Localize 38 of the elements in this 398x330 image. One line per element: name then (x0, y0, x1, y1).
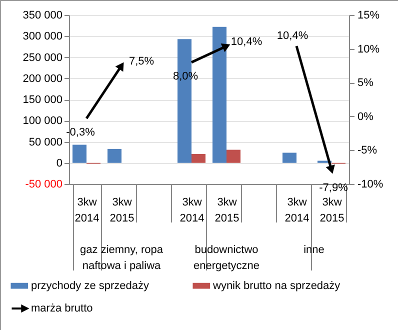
bar (282, 152, 296, 163)
data-label: -0,3% (66, 126, 96, 138)
x-tick-label: 3kw 2015 (110, 196, 134, 224)
data-label: 10,4% (276, 30, 308, 42)
y2-tick-label: 0% (358, 110, 374, 123)
bar (72, 144, 86, 163)
y-tick-label: -50 000 (25, 178, 62, 190)
y-tick-label: 100 000 (22, 115, 62, 128)
y2-tick-label: 5% (358, 77, 374, 90)
data-label: 10,4% (230, 36, 262, 48)
text: gaz ziemny, ropa naftowa i paliwa (80, 244, 164, 272)
x-tick-label: 3kw 2014 (180, 196, 204, 224)
y2-tick-label: -5% (358, 144, 378, 157)
x-tick-label: 3kw 2014 (284, 196, 310, 224)
y-tick-label: 300 000 (22, 30, 62, 43)
y-tick-label: 350 000 (22, 10, 62, 22)
bar (226, 150, 240, 163)
y-tick-label: 150 000 (22, 94, 62, 106)
data-label: 7,5% (128, 56, 154, 68)
legend-label: marża brutto (31, 302, 93, 314)
y-tick-label: 250 000 (22, 52, 62, 64)
text: inne (304, 244, 324, 256)
y-tick-label: 200 000 (22, 72, 62, 85)
y-tick-label: 0 (56, 157, 62, 170)
data-label: -7,9% (319, 182, 348, 194)
y2-tick-label: 15% (358, 10, 380, 22)
x-tick-label: 3kw 2015 (214, 196, 240, 224)
bar (192, 154, 206, 163)
y2-tick-label: 10% (358, 43, 380, 56)
legend-label: przychody ze sprzedaży (31, 280, 150, 292)
legend-label: wynik brutto na sprzedaży (212, 280, 341, 292)
x-tick-label: 3kw 2014 (74, 196, 100, 224)
bar (212, 26, 226, 163)
x-tick-label: 3kw 2015 (320, 196, 344, 224)
bar (108, 148, 122, 163)
y-tick-label: 50 000 (28, 136, 62, 148)
y2-tick-label: -10% (358, 178, 384, 190)
point (326, 164, 335, 174)
